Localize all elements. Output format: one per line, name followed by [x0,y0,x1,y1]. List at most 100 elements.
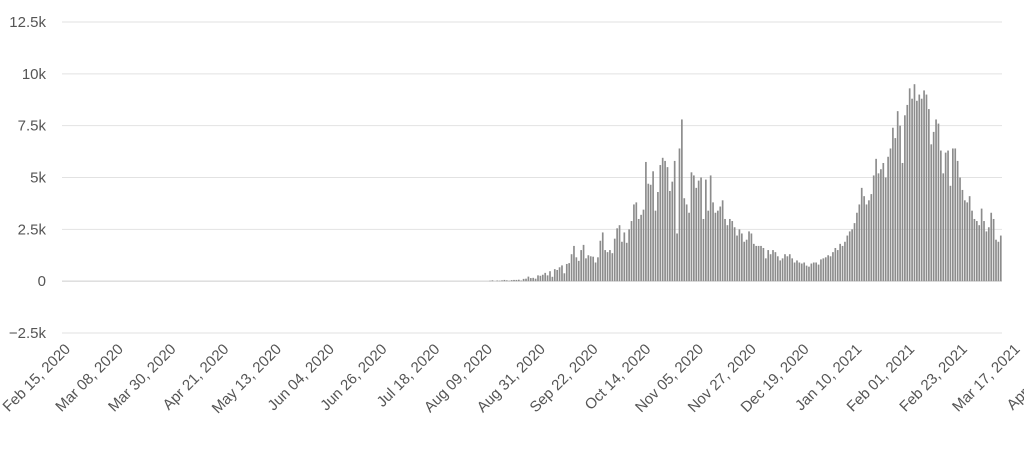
bar [491,280,494,282]
bar [700,177,702,282]
bar [661,157,664,282]
bar [573,245,575,282]
bar [892,127,894,282]
bar [532,277,535,282]
bar [654,210,657,282]
bar [767,250,770,282]
bar [856,212,858,282]
bar [683,198,686,282]
bar [609,250,611,282]
bar [798,262,801,282]
bar [949,185,952,282]
bar [736,235,738,282]
bar [999,235,1002,282]
bar [911,98,913,282]
bar [549,271,551,282]
bar [520,280,523,282]
bar [568,263,571,282]
bar [577,260,580,282]
bar [937,123,940,282]
bar [707,210,710,282]
bar [604,250,606,282]
bar [630,221,633,282]
bar [529,278,532,282]
bar [952,148,954,282]
bar [709,175,712,282]
bar [889,148,892,282]
bar [652,171,654,282]
bar [820,259,822,282]
bar [880,169,882,282]
bar [640,214,642,282]
bar [839,243,841,282]
bar [553,269,556,282]
bar [714,212,717,282]
bar [681,119,683,282]
bar [755,245,758,282]
bar [832,252,834,282]
bar [860,187,863,282]
y-tick-label: 0 [38,273,46,290]
bar [810,263,813,282]
bar [724,218,726,282]
bar [601,232,604,282]
bar [659,165,662,282]
bar [997,241,1000,282]
bar [906,104,909,282]
bar [738,229,741,282]
bar [731,221,734,282]
bar [592,256,594,282]
bar [760,245,762,282]
bar [764,258,767,282]
bar [587,255,590,282]
bar [743,241,746,282]
bar [522,278,525,282]
bar [752,243,755,282]
bar [920,98,923,282]
bar [702,218,705,282]
bar [932,131,935,282]
bar [750,233,753,282]
bar [824,257,827,282]
bar [613,238,616,282]
bar [635,202,638,282]
bar [513,279,515,282]
bar [666,167,669,282]
bar [870,194,873,282]
bar [980,208,983,282]
bar [990,212,993,282]
bars [489,84,1002,282]
bar [779,260,782,282]
bar [992,218,995,282]
bar [717,210,719,282]
bar [959,177,961,282]
bar [966,202,969,282]
bar [669,190,671,282]
bar [930,144,933,282]
bar [817,264,820,282]
bar [803,262,806,282]
y-tick-label: 10k [22,66,47,83]
bar [877,173,880,282]
bar [597,257,599,282]
bar [748,231,750,282]
bar [793,262,796,282]
bar [971,210,973,282]
bar [565,263,568,282]
bar [815,262,817,282]
bar [791,258,794,282]
bar [546,275,549,282]
bar [558,267,561,282]
bar [503,279,506,282]
bar [848,231,851,282]
bar [556,269,559,282]
bar [772,250,774,282]
bar [983,221,985,282]
y-tick-label: −2.5k [9,325,47,342]
bar [901,162,904,282]
bar [899,125,901,282]
bar [834,247,837,282]
bar [947,150,949,282]
bar [812,262,815,282]
